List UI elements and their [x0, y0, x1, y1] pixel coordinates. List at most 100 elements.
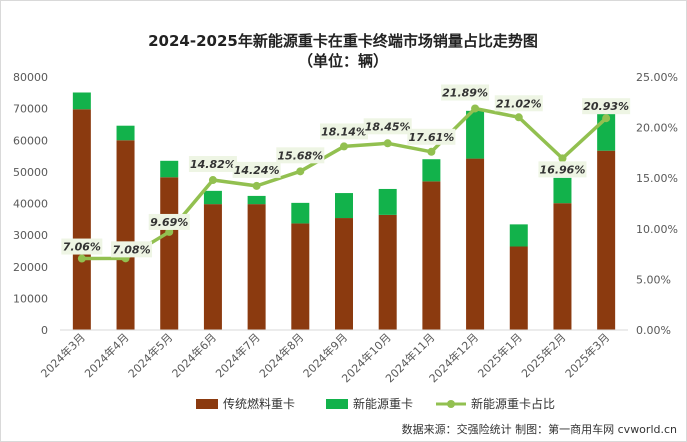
chart-subtitle: （单位：辆） [298, 52, 388, 70]
y-left-tick-label: 10000 [13, 292, 48, 305]
ratio-label-bg [494, 95, 543, 112]
x-tick-label: 2024年7月 [213, 330, 263, 380]
y-axis-left: 0 10000 20000 30000 40000 50000 60000 70000 8000… [13, 71, 48, 337]
x-tick-label: 2024年5月 [125, 330, 175, 380]
x-tick-label: 2025年2月 [518, 330, 568, 380]
bar-new-energy [597, 103, 616, 151]
legend: 传统燃料重卡 新能源重卡 新能源重卡占比 [196, 396, 555, 411]
y-right-tick-label: 25.00% [636, 71, 678, 84]
bars [72, 92, 616, 330]
ratio-data-label: 21.89% [442, 86, 488, 99]
bar-traditional [72, 109, 91, 330]
bar-traditional [203, 204, 222, 330]
ratio-point [252, 181, 261, 190]
ratio-point [77, 254, 86, 263]
ratio-label-bg [582, 98, 631, 115]
ratio-point [340, 142, 348, 151]
ratio-label-bg [111, 241, 153, 258]
ratio-data-label: 14.82% [190, 158, 236, 171]
ratio-label-bg [188, 156, 237, 173]
bar-new-energy [203, 190, 222, 205]
ratio-point [602, 114, 611, 123]
bar-new-energy [247, 195, 266, 205]
y-axis-right: 0.00% 5.00% 10.00% 15.00% 20.00% 25.00% [636, 71, 678, 337]
x-tick-label: 2025年3月 [562, 330, 612, 380]
ratio-point [558, 154, 567, 163]
bar-traditional [597, 150, 616, 330]
legend-label-new-energy: 新能源重卡 [353, 396, 413, 411]
bar-new-energy [466, 110, 485, 159]
y-right-tick-label: 15.00% [636, 172, 678, 185]
legend-swatch-traditional [196, 399, 218, 409]
bar-traditional [509, 246, 528, 330]
ratio-point [427, 147, 436, 156]
bar-new-energy [553, 177, 572, 204]
y-right-tick-label: 5.00% [636, 273, 671, 286]
ratio-label-bg [363, 118, 412, 135]
bar-new-energy [422, 159, 441, 182]
ratio-data-label: 16.96% [540, 163, 586, 176]
ratio-line [77, 104, 611, 263]
ratio-data-label: 18.45% [365, 120, 411, 133]
y-right-tick-label: 10.00% [636, 223, 678, 236]
ratio-data-label: 7.08% [112, 243, 150, 256]
bar-traditional [553, 203, 572, 330]
source-note: 数据来源：交强险统计 制图：第一商用车网 cvworld.cn [402, 422, 677, 436]
y-left-tick-label: 0 [41, 324, 48, 337]
legend-label-ratio: 新能源重卡占比 [471, 396, 555, 411]
ratio-data-label: 14.24% [234, 164, 280, 177]
ratio-data-label: 21.02% [496, 97, 542, 110]
y-left-tick-label: 40000 [13, 198, 48, 211]
ratio-point [296, 167, 305, 176]
ratio-label-bg [538, 161, 587, 178]
ratio-label-bg [232, 161, 281, 178]
bar-traditional [116, 140, 135, 330]
x-tick-label: 2024年3月 [38, 330, 88, 380]
bar-new-energy [509, 224, 528, 247]
bar-new-energy [116, 125, 135, 141]
ratio-data-label: 20.93% [583, 100, 629, 113]
ratio-data-label: 7.06% [63, 241, 101, 254]
x-tick-label: 2025年1月 [475, 330, 525, 380]
chart-title: 2024-2025年新能源重卡在重卡终端市场销量占比走势图 [148, 32, 538, 50]
x-tick-label: 2024年8月 [256, 330, 306, 380]
y-right-tick-label: 0.00% [636, 324, 671, 337]
ratio-label-bg [320, 123, 368, 140]
y-left-tick-label: 80000 [13, 71, 48, 84]
ratio-point [208, 176, 217, 185]
bar-traditional [335, 218, 353, 330]
ratio-label-bg [441, 84, 490, 101]
y-left-tick-label: 70000 [13, 103, 48, 116]
y-left-tick-label: 60000 [13, 134, 48, 147]
ratio-data-label: 18.14% [321, 125, 367, 138]
y-left-tick-label: 30000 [13, 229, 48, 242]
legend-label-traditional: 传统燃料重卡 [223, 396, 295, 411]
legend-swatch-ratio-point [447, 400, 455, 408]
bar-new-energy [291, 202, 310, 224]
y-left-tick-label: 50000 [13, 166, 48, 179]
ratio-label-bg [148, 213, 190, 230]
ratio-point [514, 113, 523, 122]
ratio-point [471, 104, 480, 113]
ratio-label-bg [407, 128, 456, 145]
bar-new-energy [160, 160, 179, 178]
bar-new-energy [72, 92, 91, 110]
bar-traditional [247, 204, 266, 330]
bar-traditional [291, 223, 310, 330]
x-axis: 2024年3月2024年4月2024年5月2024年6月2024年7月2024年… [38, 329, 628, 385]
x-tick-label: 2024年4月 [81, 330, 131, 380]
bar-traditional [378, 214, 397, 330]
bar-traditional [422, 181, 441, 330]
ratio-point [383, 139, 392, 148]
y-left-tick-label: 20000 [13, 261, 48, 274]
y-right-tick-label: 20.00% [636, 122, 678, 135]
ratio-data-label: 15.68% [277, 149, 323, 162]
bar-new-energy [335, 193, 353, 219]
bar-traditional [160, 177, 179, 330]
ratio-data-label: 17.61% [408, 131, 454, 144]
ratio-labels: 7.06% 7.08%9.69%14.82%14.24%15.68%18.14%1… [61, 84, 631, 258]
x-tick-label: 2024年6月 [169, 330, 219, 380]
ratio-label-bg [61, 238, 103, 255]
legend-swatch-new-energy [326, 399, 348, 409]
